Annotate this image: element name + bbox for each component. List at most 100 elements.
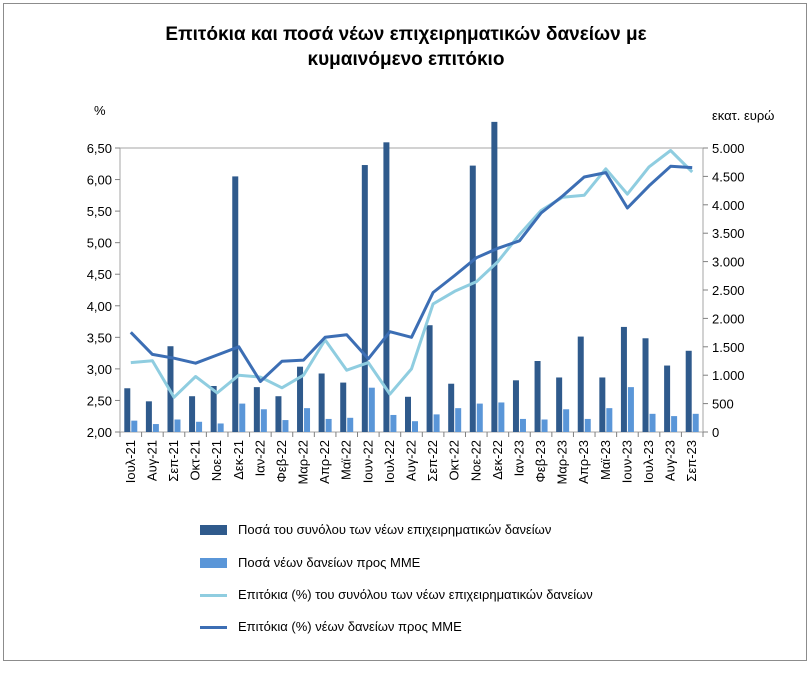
x-tick-label: Απρ-23 [576, 440, 591, 484]
right-axis-unit: εκατ. ευρώ [712, 108, 775, 123]
x-tick-label: Ιουλ-21 [123, 440, 138, 483]
x-tick-label: Απρ-22 [317, 440, 332, 484]
left-tick-label: 3,00 [87, 362, 112, 377]
bar-total-amount [124, 388, 131, 432]
legend-swatch-total-amounts [200, 525, 227, 535]
right-tick-label: 4.000 [712, 198, 745, 213]
legend-label-total-rates: Επιτόκια (%) του συνόλου των νέων επιχει… [238, 587, 593, 602]
bar-total-amount [599, 377, 606, 432]
bar-sme-amount [476, 403, 483, 432]
legend-item-sme-amounts: Ποσά νέων δανείων προς ΜΜΕ [200, 555, 720, 575]
bar-total-amount [361, 165, 368, 433]
bar-sme-amount [412, 421, 418, 432]
bar-sme-amount [347, 417, 354, 432]
x-tick-label: Δεκ-22 [490, 440, 505, 480]
bar-sme-amount [282, 420, 289, 432]
legend-label-total-amounts: Ποσά του συνόλου των νέων επιχειρηματικώ… [238, 522, 552, 537]
bar-sme-amount [627, 387, 634, 432]
x-tick-label: Ιουν-22 [360, 440, 375, 483]
bar-sme-amount [368, 387, 375, 432]
bar-sme-amount [541, 419, 548, 432]
bar-total-amount [469, 165, 476, 432]
x-tick-label: Φεβ-23 [533, 440, 548, 482]
legend-item-total-amounts: Ποσά του συνόλου των νέων επιχειρηματικώ… [200, 522, 720, 542]
x-tick-label: Μαϊ-23 [598, 440, 613, 480]
bar-total-amount [405, 396, 411, 432]
x-tick-label: Ιαν-23 [511, 440, 526, 476]
left-tick-label: 6,00 [87, 173, 112, 188]
bar-sme-amount [563, 409, 570, 432]
bar-total-amount [448, 383, 455, 432]
bar-sme-amount [260, 409, 267, 432]
chart-title: Επιτόκια και ποσά νέων επιχειρηματικών δ… [0, 22, 812, 72]
bar-sme-amount [606, 408, 613, 432]
right-tick-label: 500 [712, 397, 734, 412]
bar-sme-amount [390, 414, 397, 432]
legend-swatch-total-rates [200, 594, 227, 597]
x-tick-label: Οκτ-21 [188, 440, 203, 481]
left-axis-unit: % [94, 103, 106, 118]
x-tick-label: Οκτ-22 [447, 440, 462, 481]
right-tick-label: 4.500 [712, 169, 745, 184]
x-tick-label: Ιαν-22 [252, 440, 267, 476]
bar-sme-amount [239, 403, 246, 432]
line-sme-rates [129, 164, 693, 383]
right-tick-label: 3.000 [712, 255, 745, 270]
bar-total-amount [232, 176, 239, 432]
bar-sme-amount [498, 402, 505, 432]
x-tick-label: Νοε-21 [209, 440, 224, 481]
legend-swatch-sme-amounts [200, 558, 227, 568]
bar-sme-amount [455, 408, 462, 432]
bar-sme-amount [649, 413, 656, 432]
bar-total-amount [534, 361, 541, 432]
x-tick-label: Ιουλ-22 [382, 440, 397, 483]
right-tick-label: 3.500 [712, 226, 745, 241]
left-tick-label: 2,50 [87, 393, 112, 408]
bar-total-amount [556, 377, 563, 432]
left-tick-label: 4,00 [87, 299, 112, 314]
bar-total-amount [577, 336, 584, 432]
right-tick-label: 5.000 [712, 141, 745, 156]
bar-total-amount [318, 373, 325, 432]
bar-total-amount [491, 121, 498, 432]
left-tick-label: 3,50 [87, 330, 112, 345]
left-tick-label: 6,50 [87, 141, 112, 156]
legend-item-total-rates: Επιτόκια (%) του συνόλου των νέων επιχει… [200, 587, 720, 607]
line-total-rates [130, 149, 694, 399]
bar-total-amount [210, 385, 217, 432]
bar-sme-amount [152, 424, 159, 432]
left-tick-label: 5,50 [87, 204, 112, 219]
right-tick-label: 0 [712, 425, 719, 440]
bar-sme-amount [671, 416, 678, 432]
x-tick-label: Σεπ-22 [425, 440, 440, 482]
bar-sme-amount [433, 414, 440, 432]
bar-sme-amount [131, 420, 138, 432]
x-tick-label: Μαρ-23 [555, 440, 570, 485]
bar-total-amount [642, 338, 649, 432]
left-tick-label: 2,00 [87, 425, 112, 440]
bar-total-amount [253, 387, 260, 432]
right-tick-label: 1.500 [712, 340, 745, 355]
bar-total-amount [145, 401, 152, 432]
legend-swatch-sme-rates [200, 626, 227, 629]
x-tick-label: Αυγ-21 [144, 440, 159, 481]
legend-item-sme-rates: Επιτόκια (%) νέων δανείων προς ΜΜΕ [200, 619, 720, 639]
x-tick-label: Δεκ-21 [231, 440, 246, 480]
bar-sme-amount [519, 418, 526, 432]
x-tick-label: Ιουν-23 [619, 440, 634, 483]
bar-sme-amount [304, 408, 311, 432]
bar-total-amount [620, 326, 627, 432]
x-tick-label: Σεπ-21 [166, 440, 181, 482]
bar-sme-amount [217, 423, 224, 432]
x-tick-label: Φεβ-22 [274, 440, 289, 482]
bar-total-amount [383, 142, 390, 432]
bar-total-amount [664, 365, 671, 432]
left-tick-label: 5,00 [87, 236, 112, 251]
bar-total-amount [512, 380, 519, 432]
x-tick-label: Αυγ-23 [663, 440, 678, 481]
bar-total-amount [685, 350, 692, 432]
bar-total-amount [297, 366, 304, 432]
bar-sme-amount [584, 418, 591, 432]
bar-total-amount [340, 382, 347, 432]
